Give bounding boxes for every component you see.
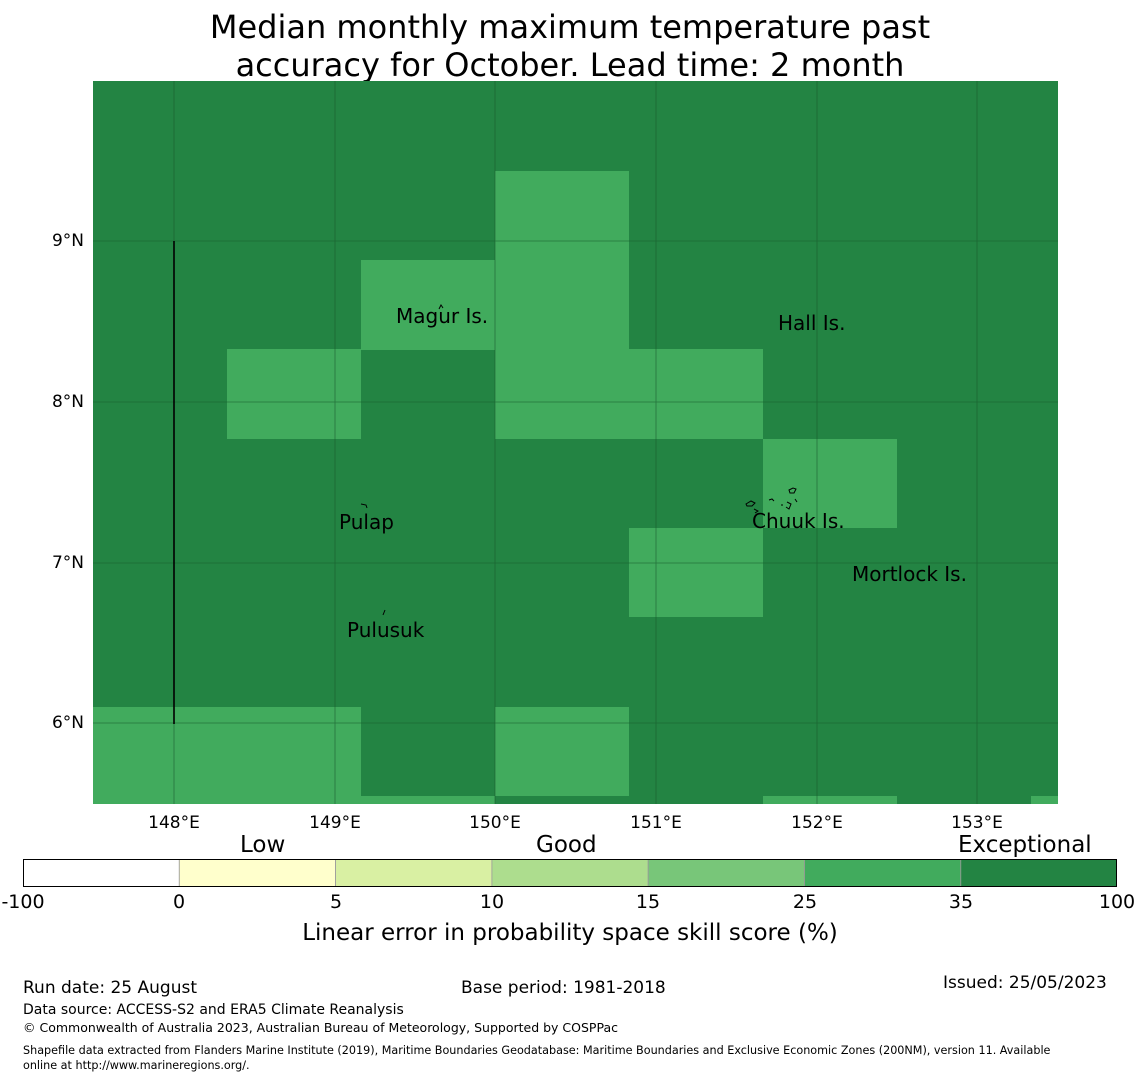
chart-title-line-2: accuracy for October. Lead time: 2 month	[235, 46, 905, 84]
cell-light	[1031, 796, 1058, 804]
category-good: Good	[536, 832, 597, 858]
shapefile-credit-line-1: Shapefile data extracted from Flanders M…	[23, 1044, 1051, 1057]
label-hall: Hall Is.	[778, 311, 845, 335]
colorbar-tick: 10	[479, 891, 505, 913]
cell-light	[495, 349, 629, 439]
island-outlines	[360, 304, 798, 616]
lat-tick: 8°N	[51, 392, 84, 412]
cell-light	[227, 707, 361, 804]
cell-light	[361, 260, 495, 350]
label-magur: Magur Is.	[396, 304, 488, 328]
copyright: © Commonwealth of Australia 2023, Austra…	[23, 1020, 618, 1035]
colorbar-tick: 15	[635, 891, 661, 913]
base-period: Base period: 1981-2018	[461, 978, 666, 998]
light-skill-cells	[93, 171, 1058, 804]
colorbar-segment	[491, 859, 649, 887]
label-mortlock: Mortlock Is.	[852, 562, 967, 586]
colorbar-segment	[647, 859, 805, 887]
lat-tick: 9°N	[51, 231, 84, 251]
colorbar-tick: 5	[329, 891, 343, 913]
colorbar-segment	[804, 859, 962, 887]
colorbar-segment	[178, 859, 337, 887]
colorbar-tick: 0	[172, 891, 186, 913]
cell-light	[495, 171, 629, 261]
lat-tick: 6°N	[51, 713, 84, 733]
label-chuuk: Chuuk Is.	[752, 509, 845, 533]
data-source: Data source: ACCESS-S2 and ERA5 Climate …	[23, 1002, 404, 1018]
skill-score-map: Magur Is. Hall Is. Pulap Chuuk Is. Mortl…	[93, 81, 1058, 804]
lon-tick: 151°E	[630, 813, 682, 833]
cell-light	[763, 796, 897, 804]
cell-light	[629, 528, 763, 617]
colorbar-tick: -100	[1, 891, 45, 913]
colorbar-tick: 25	[792, 891, 818, 913]
run-date: Run date: 25 August	[23, 978, 197, 998]
cell-light	[495, 707, 629, 796]
colorbar-segment	[960, 859, 1117, 887]
lon-tick: 150°E	[469, 813, 521, 833]
chart-title-line-1: Median monthly maximum temperature past	[209, 8, 931, 46]
lon-tick: 152°E	[791, 813, 843, 833]
category-exceptional: Exceptional	[958, 832, 1092, 858]
lon-tick: 148°E	[148, 813, 200, 833]
cell-light	[629, 349, 763, 439]
colorbar-segment	[335, 859, 493, 887]
label-pulap: Pulap	[339, 510, 394, 534]
cell-light	[227, 349, 361, 439]
category-low: Low	[240, 832, 286, 858]
cell-light	[93, 707, 227, 804]
lon-tick: 153°E	[951, 813, 1003, 833]
colorbar-segment	[23, 859, 180, 887]
colorbar-label: Linear error in probability space skill …	[302, 920, 838, 946]
shapefile-credit-line-2: online at http://www.marineregions.org/.	[23, 1059, 250, 1072]
lon-tick: 149°E	[309, 813, 361, 833]
colorbar	[23, 859, 1117, 887]
colorbar-tick: 35	[948, 891, 974, 913]
colorbar-frame	[23, 859, 1117, 887]
cell-light	[763, 439, 897, 528]
label-pulusuk: Pulusuk	[347, 618, 425, 642]
lat-tick: 7°N	[51, 553, 84, 573]
place-labels: Magur Is. Hall Is. Pulap Chuuk Is. Mortl…	[339, 304, 967, 642]
colorbar-tick: 100	[1098, 891, 1136, 913]
issued-date: Issued: 25/05/2023	[943, 973, 1107, 993]
cell-light	[495, 260, 629, 350]
cell-light	[361, 796, 495, 804]
